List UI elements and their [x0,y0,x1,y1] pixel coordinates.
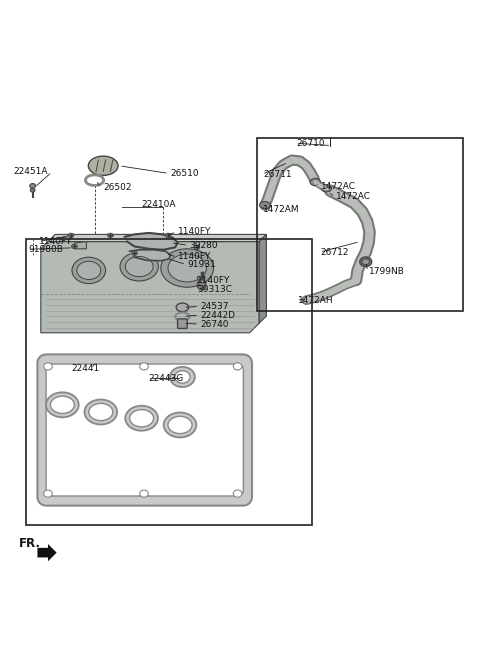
Ellipse shape [50,396,74,413]
Text: 26510: 26510 [170,169,199,178]
Text: 26740: 26740 [201,319,229,329]
Ellipse shape [120,252,158,281]
Text: 39280: 39280 [190,241,218,250]
Ellipse shape [30,188,35,192]
Ellipse shape [125,256,153,277]
Ellipse shape [360,257,372,266]
Ellipse shape [140,363,148,370]
Text: 91931: 91931 [187,260,216,269]
Ellipse shape [168,254,206,282]
Polygon shape [259,234,266,323]
Ellipse shape [125,406,158,431]
Text: 26711: 26711 [263,170,292,179]
Text: FR.: FR. [19,537,41,550]
Text: 22441: 22441 [71,364,99,373]
Text: 1140FY: 1140FY [39,237,73,246]
Polygon shape [37,354,252,506]
Polygon shape [130,250,170,261]
Ellipse shape [44,490,52,497]
Text: 26502: 26502 [103,183,132,192]
Polygon shape [41,241,259,333]
Ellipse shape [168,417,192,434]
Text: 22451A: 22451A [13,167,48,176]
Text: 22410A: 22410A [142,199,176,209]
Ellipse shape [197,279,206,290]
Ellipse shape [176,303,189,312]
Polygon shape [125,233,178,250]
Text: 22443G: 22443G [149,374,184,383]
Ellipse shape [165,233,171,237]
Text: 26710: 26710 [297,138,325,148]
Text: 1140FY: 1140FY [197,276,230,285]
Text: 1472AH: 1472AH [298,296,333,304]
Ellipse shape [321,185,332,192]
Ellipse shape [362,259,370,264]
Ellipse shape [72,244,77,249]
Text: 22442D: 22442D [201,310,236,319]
Ellipse shape [108,233,113,237]
Text: 39313C: 39313C [197,285,232,294]
Ellipse shape [310,178,321,186]
Text: 1472AC: 1472AC [321,182,356,191]
Ellipse shape [170,367,195,387]
Ellipse shape [161,249,214,287]
Polygon shape [74,241,86,249]
Ellipse shape [194,245,200,249]
Ellipse shape [130,409,154,427]
Ellipse shape [175,371,190,383]
Ellipse shape [88,156,118,175]
Ellipse shape [68,233,74,237]
Ellipse shape [84,400,117,424]
Ellipse shape [44,363,52,370]
Text: 1140FY: 1140FY [178,228,211,237]
Ellipse shape [89,403,113,420]
Polygon shape [37,544,57,562]
Text: 91980B: 91980B [29,245,64,254]
Text: 1472AC: 1472AC [336,192,371,201]
Ellipse shape [233,363,242,370]
Text: 1472AM: 1472AM [263,205,300,215]
Text: 26712: 26712 [321,248,349,256]
Ellipse shape [260,201,270,209]
Ellipse shape [140,490,148,497]
Ellipse shape [77,261,101,279]
Ellipse shape [233,490,242,497]
Text: 24537: 24537 [201,302,229,311]
FancyBboxPatch shape [178,319,187,329]
Ellipse shape [46,392,79,417]
Polygon shape [48,234,266,241]
Ellipse shape [164,413,196,438]
Text: 1799NB: 1799NB [369,267,405,276]
Text: 1140FY: 1140FY [178,253,211,262]
Ellipse shape [72,257,106,283]
Bar [26,239,312,525]
Bar [257,138,463,311]
Ellipse shape [132,251,137,255]
Polygon shape [46,364,243,496]
Ellipse shape [30,184,36,188]
